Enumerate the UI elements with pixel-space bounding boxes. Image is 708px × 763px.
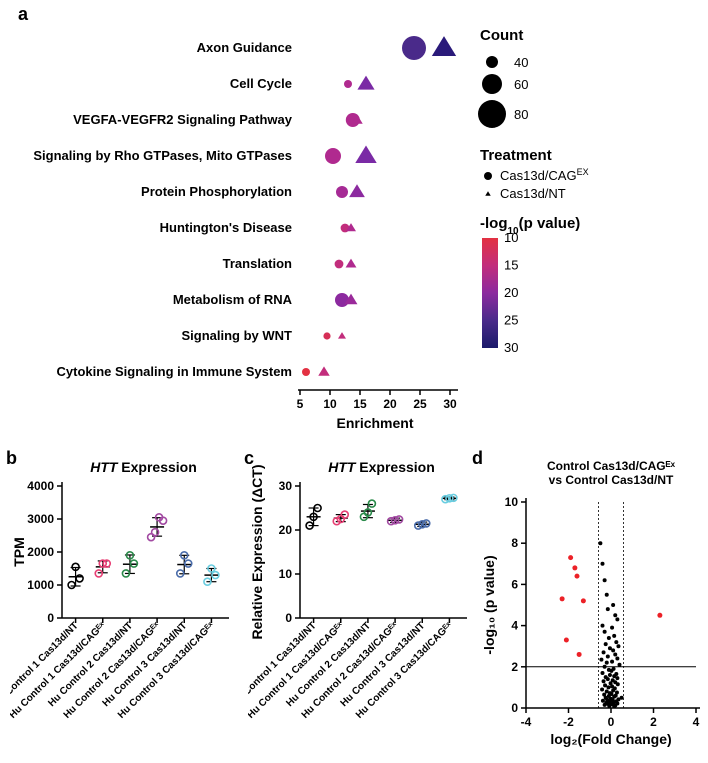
svg-text:15: 15 [504, 258, 518, 273]
svg-text:HTT Expression: HTT Expression [90, 459, 197, 475]
svg-text:20: 20 [504, 285, 518, 300]
svg-text:vs Control Cas13d/NT: vs Control Cas13d/NT [549, 473, 674, 487]
svg-text:VEGFA-VEGFR2 Signaling Pathway: VEGFA-VEGFR2 Signaling Pathway [73, 112, 293, 127]
svg-text:4: 4 [511, 619, 518, 633]
svg-text:40: 40 [514, 55, 528, 70]
svg-text:Cas13d/NT: Cas13d/NT [500, 186, 566, 201]
svg-text:5: 5 [297, 397, 304, 411]
svg-text:25: 25 [504, 313, 518, 328]
svg-text:15: 15 [353, 397, 367, 411]
svg-text:2: 2 [511, 660, 518, 674]
svg-text:Control Cas13d/CAGᴱˣ: Control Cas13d/CAGᴱˣ [547, 459, 676, 473]
panel-a-dotplot: 5 10 15 20 25 30 Enrichment Axon Guidance Cell C… [30, 10, 700, 440]
svg-text:1000: 1000 [27, 578, 54, 592]
svg-text:60: 60 [514, 77, 528, 92]
svg-text:30: 30 [443, 397, 457, 411]
panel-b-scatter: HTT Expression01000200030004000TPMHu Con… [10, 458, 240, 758]
svg-text:25: 25 [413, 397, 427, 411]
svg-text:3000: 3000 [27, 512, 54, 526]
svg-text:2: 2 [650, 715, 657, 729]
svg-text:Signaling by WNT: Signaling by WNT [182, 328, 293, 343]
svg-text:20: 20 [279, 523, 293, 537]
svg-text:TPM: TPM [11, 537, 27, 567]
svg-text:-log₁₀ (p value): -log₁₀ (p value) [481, 555, 497, 654]
svg-text:6: 6 [511, 577, 518, 591]
svg-text:10: 10 [505, 495, 519, 509]
svg-text:Cell Cycle: Cell Cycle [230, 76, 292, 91]
svg-text:Translation: Translation [223, 256, 292, 271]
svg-text:80: 80 [514, 107, 528, 122]
svg-text:0: 0 [285, 611, 292, 625]
svg-text:2000: 2000 [27, 545, 54, 559]
svg-text:0: 0 [511, 701, 518, 715]
svg-text:Protein Phosphorylation: Protein Phosphorylation [141, 184, 292, 199]
svg-text:4: 4 [693, 715, 700, 729]
svg-text:20: 20 [383, 397, 397, 411]
svg-text:-2: -2 [563, 715, 574, 729]
svg-text:Cytokine Signaling in Immune S: Cytokine Signaling in Immune System [57, 364, 293, 379]
svg-text:Cas13d/CAGEX: Cas13d/CAGEX [500, 167, 589, 183]
svg-text:-4: -4 [521, 715, 532, 729]
panel-d-volcano: Control Cas13d/CAGᴱˣvs Control Cas13d/NT… [480, 458, 706, 758]
svg-text:HTT Expression: HTT Expression [328, 459, 435, 475]
svg-text:10: 10 [504, 230, 518, 245]
svg-text:0: 0 [608, 715, 615, 729]
svg-text:0: 0 [47, 611, 54, 625]
svg-text:30: 30 [279, 479, 293, 493]
svg-text:Treatment: Treatment [480, 147, 552, 164]
svg-text:8: 8 [511, 536, 518, 550]
svg-text:30: 30 [504, 340, 518, 355]
svg-text:Axon Guidance: Axon Guidance [197, 40, 292, 55]
svg-text:Count: Count [480, 27, 523, 44]
svg-text:4000: 4000 [27, 479, 54, 493]
svg-text:-log10(p value): -log10(p value) [480, 215, 580, 237]
svg-text:10: 10 [279, 567, 293, 581]
svg-text:Enrichment: Enrichment [336, 415, 413, 431]
svg-text:log₂(Fold Change): log₂(Fold Change) [550, 731, 671, 747]
panel-label-a: a [18, 4, 28, 25]
svg-text:Metabolism of RNA: Metabolism of RNA [173, 292, 293, 307]
svg-text:Signaling by Rho GTPases, Mito: Signaling by Rho GTPases, Mito GTPases [33, 148, 292, 163]
svg-text:Huntington's Disease: Huntington's Disease [160, 220, 292, 235]
panel-c-scatter: HTT Expression 0 10 20 30 Relative Expression… [248, 458, 478, 758]
svg-text:Relative Expression (ΔCT): Relative Expression (ΔCT) [249, 465, 265, 640]
svg-text:10: 10 [323, 397, 337, 411]
